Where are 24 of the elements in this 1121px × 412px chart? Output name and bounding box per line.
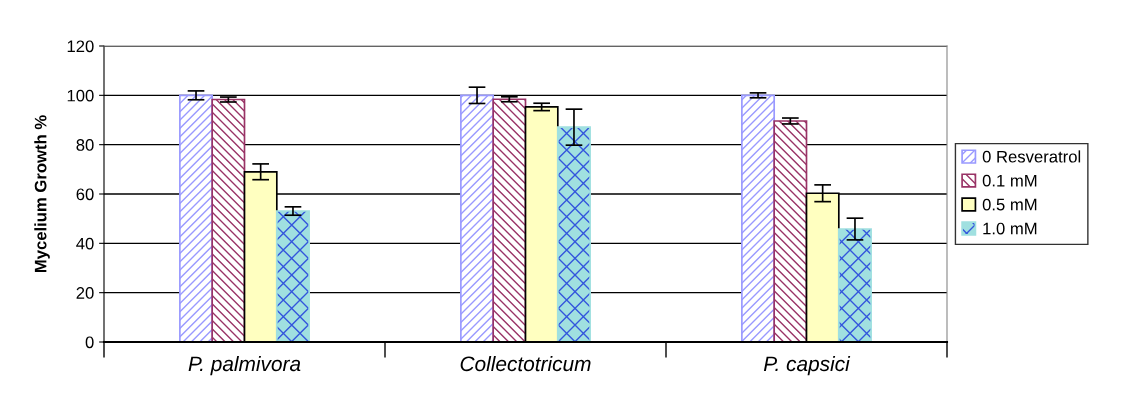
- y-tick-label: 40: [76, 237, 94, 250]
- x-tick-label: P. palmivora: [188, 355, 301, 376]
- y-tick-label: 80: [76, 139, 94, 151]
- bar: [492, 98, 527, 342]
- y-axis-title: Mycelium Growth %: [34, 115, 50, 273]
- y-tick-label: 60: [76, 188, 94, 201]
- y-tick-label: 120: [67, 40, 94, 53]
- x-tick-label: P. capsici: [763, 355, 851, 376]
- bar: [773, 120, 808, 342]
- y-tick-label: 20: [76, 287, 94, 299]
- x-tick-label: Collectotricum: [460, 355, 591, 372]
- bar: [741, 94, 776, 342]
- legend-label: 0 Resveratrol: [982, 150, 1081, 163]
- bar: [556, 126, 591, 342]
- y-tick-label: 0: [85, 336, 94, 349]
- bar: [460, 94, 495, 342]
- legend-label: 0.1 mM: [982, 174, 1037, 187]
- y-tick-label: 100: [67, 89, 94, 102]
- legend-label: 0.5 mM: [982, 198, 1037, 211]
- bar: [837, 228, 872, 342]
- bar: [179, 94, 214, 342]
- bar: [211, 98, 246, 342]
- legend-label: 1.0 mM: [983, 222, 1037, 235]
- bar: [275, 210, 310, 342]
